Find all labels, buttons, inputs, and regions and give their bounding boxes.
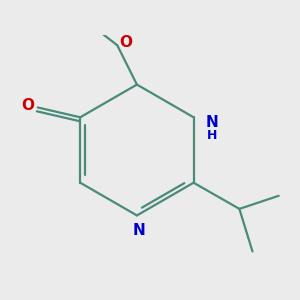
Text: O: O bbox=[119, 34, 132, 50]
Text: N: N bbox=[132, 223, 145, 238]
Text: O: O bbox=[21, 98, 34, 113]
Text: N: N bbox=[205, 115, 218, 130]
Text: H: H bbox=[206, 129, 217, 142]
